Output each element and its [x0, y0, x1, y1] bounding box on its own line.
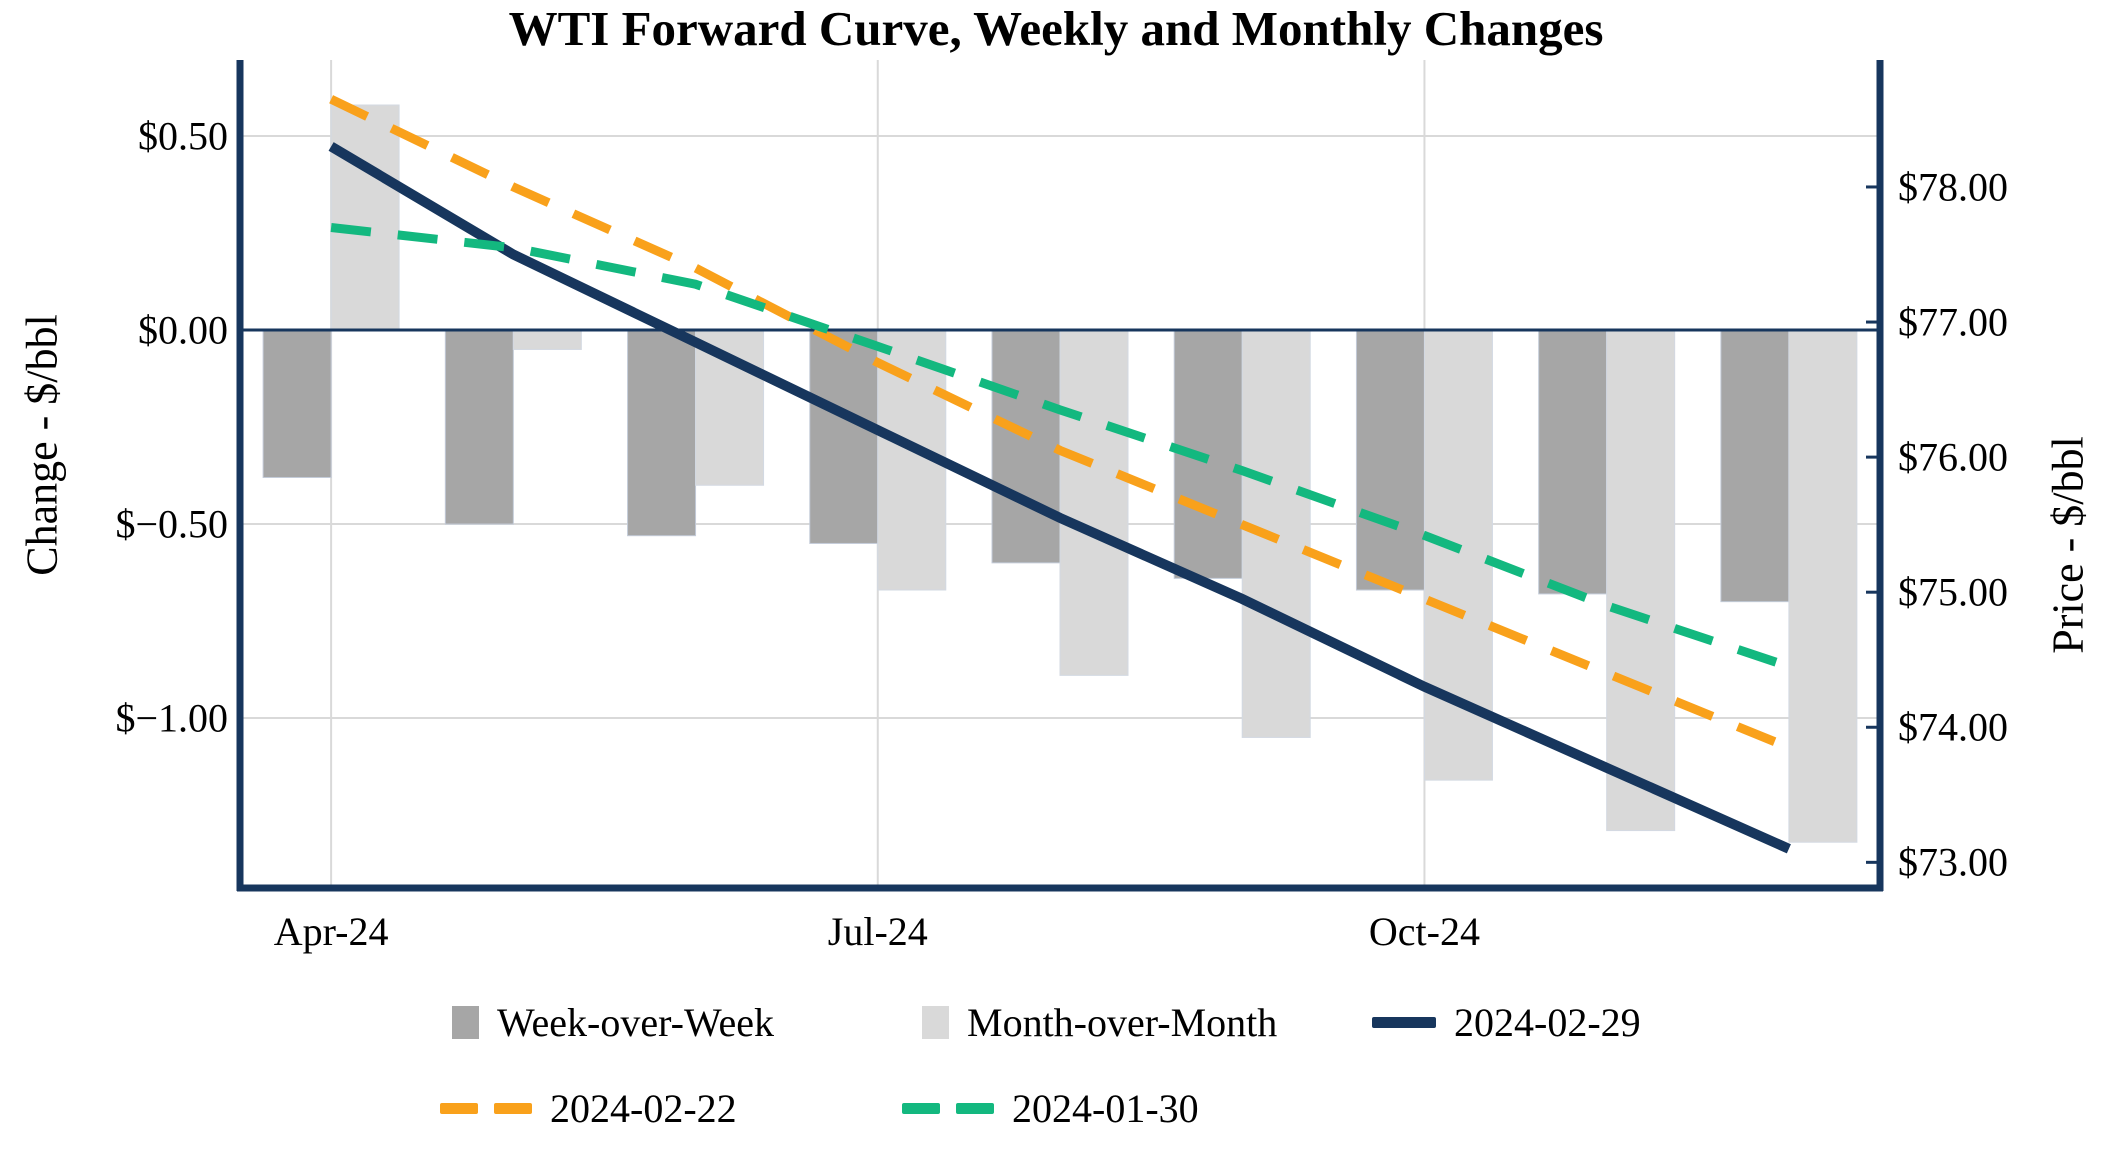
bar-month-over-month-Nov-24	[1606, 329, 1676, 832]
left-tick-label-3: $−1.00	[115, 695, 228, 741]
legend-label: Week-over-Week	[497, 999, 775, 1045]
right-tick-label-1: $77.00	[1898, 299, 2008, 345]
right-tick-label-4: $74.00	[1898, 704, 2008, 750]
x-tick-label-1: Jul-24	[827, 909, 928, 954]
legend-label: 2024-02-29	[1454, 999, 1641, 1045]
bar-week-over-week-Aug-24	[991, 329, 1061, 564]
legend-item-2024-02-29: 2024-02-29	[1372, 998, 1641, 1046]
bar-week-over-week-Jul-24	[809, 329, 879, 544]
right-tick-label-2: $76.00	[1898, 434, 2008, 480]
bar-month-over-month-Apr-24	[330, 104, 400, 331]
legend-label: 2024-01-30	[1012, 1085, 1199, 1131]
legend-item-week-over-week: Week-over-Week	[452, 998, 774, 1046]
chart-title: WTI Forward Curve, Weekly and Monthly Ch…	[508, 1, 1604, 56]
week-over-week-swatch-icon	[452, 1005, 479, 1039]
left-tick-label-1: $0.00	[138, 307, 228, 353]
2024-01-30-swatch-icon	[902, 1102, 994, 1114]
bar-month-over-month-May-24	[512, 329, 582, 350]
bar-week-over-week-May-24	[444, 329, 514, 525]
line-2024-01-30	[330, 223, 1791, 671]
x-tick-label-2: Oct-24	[1368, 909, 1480, 954]
bar-week-over-week-Dec-24	[1720, 329, 1790, 603]
bar-month-over-month-Aug-24	[1059, 329, 1129, 676]
legend-item-2024-01-30: 2024-01-30	[902, 1084, 1199, 1132]
2024-02-29-swatch-icon	[1372, 1016, 1436, 1028]
bar-week-over-week-Apr-24	[262, 329, 332, 478]
bar-week-over-week-Nov-24	[1538, 329, 1608, 595]
right-tick-label-0: $78.00	[1898, 164, 2008, 210]
month-over-month-swatch-icon	[922, 1005, 949, 1039]
line-2024-02-22	[329, 95, 1791, 752]
bar-month-over-month-Dec-24	[1788, 329, 1858, 843]
legend-label: Month-over-Month	[967, 999, 1278, 1045]
x-tick-label-0: Apr-24	[273, 909, 389, 954]
legend-label: 2024-02-22	[550, 1085, 737, 1131]
bar-week-over-week-Jun-24	[627, 329, 697, 537]
bar-week-over-week-Oct-24	[1355, 329, 1425, 591]
right-tick-label-5: $73.00	[1898, 839, 2008, 885]
legend-item-month-over-month: Month-over-Month	[922, 998, 1277, 1046]
legend-item-2024-02-22: 2024-02-22	[440, 1084, 737, 1132]
line-2024-02-29	[328, 142, 1791, 854]
2024-02-22-swatch-icon	[440, 1102, 532, 1114]
left-tick-label-2: $−0.50	[115, 501, 228, 547]
left-tick-label-0: $0.50	[138, 113, 228, 159]
right-tick-label-3: $75.00	[1898, 569, 2008, 615]
